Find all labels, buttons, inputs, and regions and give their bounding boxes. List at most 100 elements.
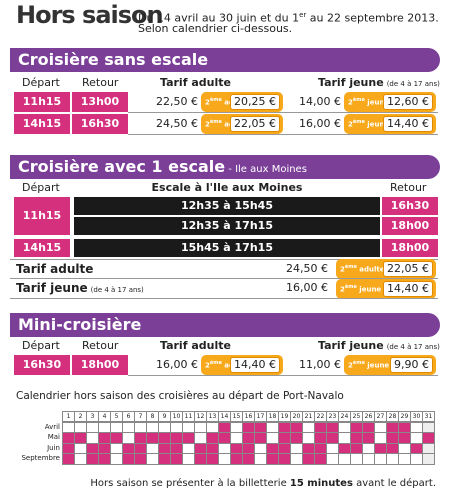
text: jeune: [356, 285, 382, 294]
badge-label: 2ème jeune: [348, 97, 389, 106]
retour-time: 13h00: [72, 92, 128, 112]
retour-time: 18h00: [382, 217, 438, 235]
header-cell: Tarif jeune (de 4 à 17 ans): [318, 76, 440, 90]
badge-price: 20,25 €: [230, 94, 280, 110]
month-label: Mai: [47, 433, 60, 441]
depart-time: 14h15: [14, 239, 70, 257]
text: ème: [209, 119, 222, 125]
adult-price: 24,50 €: [286, 262, 328, 275]
header-cell: Départ: [22, 181, 60, 194]
text: Tarif jeune: [318, 76, 384, 89]
text: 2: [340, 285, 345, 294]
stop-time: 15h45 à 17h15: [74, 239, 380, 257]
text: adulte: [356, 265, 385, 274]
badge-label: 2ème jeune: [340, 284, 381, 293]
badge-price: 22,05 €: [230, 116, 280, 132]
text: Hors saison se présenter à la billetteri…: [90, 478, 290, 489]
row-rule: [10, 278, 438, 279]
text: 2: [340, 265, 345, 274]
text: jeune: [364, 361, 390, 370]
badge-label: 2ème jeune: [348, 360, 389, 369]
header-cell: Escale à l'Ile aux Moines: [151, 181, 303, 194]
footer: Hors saison se présenter à la billetteri…: [0, 476, 436, 492]
text: Du 14 avril au 30 juin et du 1: [138, 11, 300, 25]
text: 2: [205, 361, 210, 370]
text: - Ile aux Moines: [225, 164, 307, 175]
text: jeune: [364, 98, 390, 107]
header-cell: Retour: [82, 76, 119, 89]
young-price: 14,00 €: [299, 95, 341, 108]
row-rule: [10, 298, 438, 299]
text: (de 4 à 17 ans): [90, 286, 144, 294]
text: 2: [205, 98, 210, 107]
young-price: 11,00 €: [299, 358, 341, 371]
depart-time: 14h15: [14, 114, 70, 134]
badge: 2ème jeune 9,90 €: [344, 355, 436, 375]
text: 2: [348, 120, 353, 129]
text: ème: [209, 97, 222, 103]
retour-time: 16h30: [72, 114, 128, 134]
stop-time: 12h35 à 15h45: [74, 197, 380, 215]
badge: 2ème jeune 12,60 €: [344, 92, 436, 112]
text: ème: [352, 97, 365, 103]
row-rule: [128, 375, 438, 376]
stop-time: 12h35 à 17h15: [74, 217, 380, 235]
text: ème: [344, 284, 357, 290]
text: (de 4 à 17 ans): [386, 80, 440, 88]
depart-time: 11h15: [14, 197, 70, 235]
month-label: Septembre: [21, 454, 60, 462]
text: avant le départ.: [352, 478, 436, 489]
header-cell: Retour: [390, 181, 427, 194]
text: 2: [348, 98, 353, 107]
badge-price: 14,40 €: [383, 116, 433, 132]
text: ème: [352, 119, 365, 125]
adult-price: 16,00 €: [156, 358, 198, 371]
header-cell: Départ: [22, 339, 60, 352]
badge: 2ème jeune 14,40 €: [336, 279, 436, 299]
retour-time: 18h00: [382, 239, 438, 257]
adult-price: 24,50 €: [156, 117, 198, 130]
section-banner: Mini-croisière: [10, 313, 440, 337]
badge: 2ème adulte14,40 €: [201, 355, 283, 375]
header-cell: Tarif adulte: [160, 76, 231, 89]
section-banner: Croisière avec 1 escale - Ile aux Moines: [10, 155, 440, 179]
badge-price: 12,60 €: [383, 94, 433, 110]
badge-label: 2ème adulte: [340, 264, 385, 273]
section-banner: Croisière sans escale: [10, 48, 440, 72]
row-rule: [128, 112, 438, 113]
retour-time: 16h30: [382, 197, 438, 215]
text: (de 4 à 17 ans): [386, 343, 440, 351]
badge: 2ème jeune 14,40 €: [344, 114, 436, 134]
text: ème: [344, 264, 357, 270]
badge-label: 2ème jeune: [348, 119, 389, 128]
text: Tarif jeune: [318, 339, 384, 352]
text: Croisière avec 1 escale: [18, 157, 226, 176]
day-cell: [422, 453, 435, 465]
calendar-title: Calendrier hors saison des croisières au…: [16, 390, 344, 402]
badge-price: 14,40 €: [230, 357, 280, 373]
badge: 2ème adulte20,25 €: [201, 92, 283, 112]
header-cell: Départ: [22, 76, 60, 89]
row-rule: [128, 134, 438, 135]
text: 2: [348, 361, 353, 370]
text: er: [299, 11, 307, 19]
depart-time: 16h30: [14, 355, 70, 375]
text: Tarif jeune: [16, 281, 88, 295]
badge-price: 9,90 €: [390, 357, 433, 373]
note: Selon calendrier ci-dessous.: [138, 22, 293, 35]
retour-time: 18h00: [72, 355, 128, 375]
fare-label: Tarif adulte: [16, 262, 94, 276]
text: 2: [205, 120, 210, 129]
young-price: 16,00 €: [286, 281, 328, 294]
header-cell: Tarif jeune (de 4 à 17 ans): [318, 339, 440, 353]
month-label: Juin: [47, 443, 60, 452]
header-cell: Tarif adulte: [160, 339, 231, 352]
text: 15 minutes: [289, 478, 353, 489]
header-cell: Retour: [82, 339, 119, 352]
subtitle: Du 14 avril au 30 juin et du 1er au 22 s…: [138, 8, 439, 25]
month-label: Avril: [44, 422, 60, 431]
row-rule: [10, 259, 438, 260]
